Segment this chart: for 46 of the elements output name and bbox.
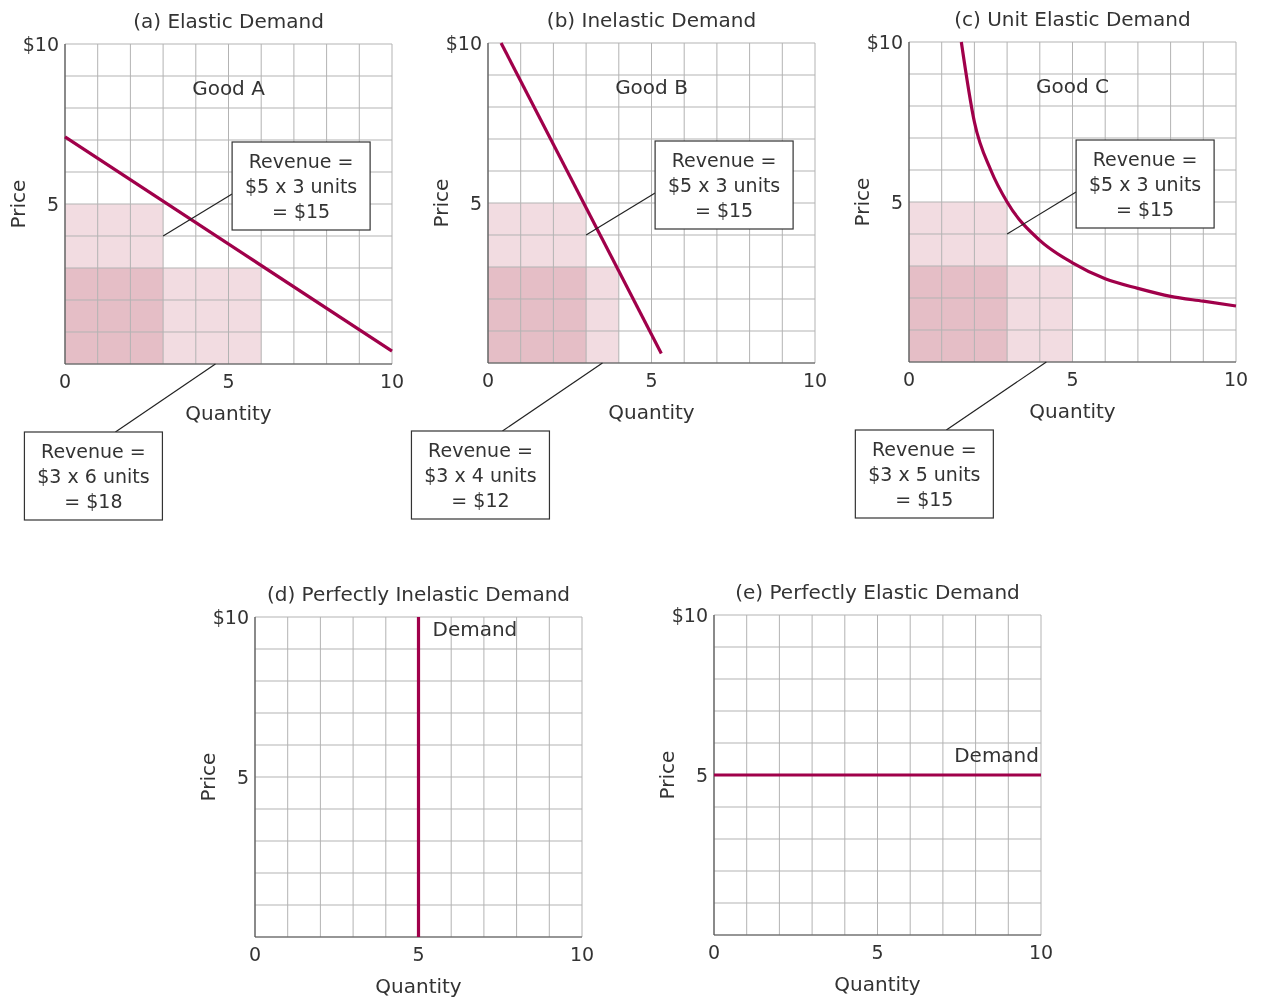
x-axis-title: Quantity <box>375 974 462 998</box>
x-axis-title: Quantity <box>185 401 272 425</box>
x-tick-label: 0 <box>481 369 495 391</box>
x-tick-label: 5 <box>871 941 884 963</box>
annotation: Good C <box>1036 74 1109 98</box>
annotation: Good B <box>615 75 688 99</box>
x-tick-label: 5 <box>1066 368 1079 390</box>
y-tick-label: $10 <box>212 605 249 628</box>
x-tick-label: 10 <box>802 369 828 391</box>
x-tick-label: 0 <box>58 370 72 392</box>
annotation: Revenue = $3 x 5 units = $15 <box>868 437 981 510</box>
annotation: Good A <box>192 76 266 100</box>
annotation: Demand <box>954 743 1039 767</box>
x-axis-title: Quantity <box>834 972 921 996</box>
x-tick-label: 0 <box>248 943 262 965</box>
y-axis-title: Price <box>6 179 30 229</box>
x-tick-label: 10 <box>1028 941 1054 963</box>
annotation: Revenue = $3 x 6 units = $18 <box>37 439 150 512</box>
annotation: Demand <box>432 617 518 641</box>
y-tick-label: $10 <box>671 603 708 626</box>
annotation: Revenue = $5 x 3 units = $15 <box>1088 147 1202 220</box>
y-axis-title: Price <box>429 178 453 228</box>
x-tick-label: 5 <box>412 943 425 965</box>
chart-title: (c) Unit Elastic Demand <box>954 7 1191 31</box>
annotation: Revenue = $5 x 3 units = $15 <box>244 149 358 222</box>
x-axis-title: Quantity <box>1029 399 1116 423</box>
y-axis-title: Price <box>850 177 874 227</box>
x-axis-title: Quantity <box>608 400 695 424</box>
x-tick-label: 10 <box>569 943 595 965</box>
y-tick-label: $10 <box>445 31 482 54</box>
x-tick-label: 0 <box>902 368 916 390</box>
y-tick-label: $10 <box>866 30 903 53</box>
chart-title: (b) Inelastic Demand <box>546 8 757 32</box>
x-tick-label: 5 <box>645 369 658 391</box>
x-tick-label: 5 <box>222 370 235 392</box>
x-tick-label: 10 <box>379 370 405 392</box>
y-tick-label: $10 <box>22 32 59 55</box>
annotation: Revenue = $3 x 4 units = $12 <box>424 438 537 511</box>
y-axis-title: Price <box>196 752 220 802</box>
chart-title: (d) Perfectly Inelastic Demand <box>266 582 571 606</box>
y-axis-title: Price <box>655 750 679 800</box>
x-tick-label: 10 <box>1223 368 1249 390</box>
x-tick-label: 0 <box>707 941 721 963</box>
chart-title: (a) Elastic Demand <box>133 9 324 33</box>
chart-title: (e) Perfectly Elastic Demand <box>735 580 1020 604</box>
annotation: Revenue = $5 x 3 units = $15 <box>667 148 781 221</box>
